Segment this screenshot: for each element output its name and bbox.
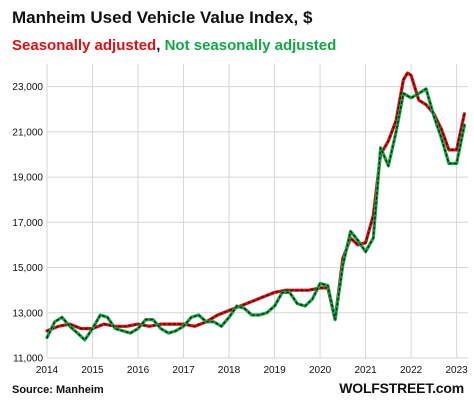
legend-separator: , xyxy=(156,37,165,54)
x-tick-label: 2020 xyxy=(309,365,332,376)
series-line-not-seasonally-adjusted xyxy=(45,87,466,342)
series-line-seasonally-adjusted xyxy=(45,71,466,333)
chart-title: Manheim Used Vehicle Value Index, $ xyxy=(12,8,313,27)
x-tick-label: 2019 xyxy=(263,365,286,376)
legend: Seasonally adjusted, Not seasonally adju… xyxy=(12,37,336,54)
x-tick-label: 2016 xyxy=(127,365,150,376)
series-lines xyxy=(45,71,466,342)
series-dots-seasonally-adjusted xyxy=(46,72,465,332)
legend-item-not-seasonally-adjusted: Not seasonally adjusted xyxy=(164,37,337,54)
x-tick-label: 2018 xyxy=(218,365,241,376)
y-tick-label: 13,000 xyxy=(12,308,43,319)
y-tick-label: 15,000 xyxy=(12,263,43,274)
series-dots-not-seasonally-adjusted xyxy=(46,87,465,341)
x-tick-label: 2021 xyxy=(354,365,377,376)
source-note: Source: Manheim xyxy=(12,384,104,396)
x-tick-label: 2015 xyxy=(81,365,104,376)
y-tick-label: 19,000 xyxy=(12,173,43,184)
y-tick-label: 17,000 xyxy=(12,218,43,229)
legend-item-seasonally-adjusted: Seasonally adjusted xyxy=(12,37,157,54)
y-axis-ticks: 11,000 13,000 15,000 17,000 19,000 21,000 23,0… xyxy=(12,82,43,364)
gridlines xyxy=(46,64,468,359)
y-tick-label: 11,000 xyxy=(13,354,43,365)
x-tick-label: 2022 xyxy=(400,365,423,376)
x-axis-ticks: 2014 2015 2016 2017 2018 2019 2020 2021 2022 2023 xyxy=(36,365,468,376)
x-tick-label: 2014 xyxy=(36,365,59,376)
x-tick-label: 2017 xyxy=(172,365,195,376)
y-tick-label: 21,000 xyxy=(12,127,43,138)
x-tick-label: 2023 xyxy=(445,365,468,376)
y-tick-label: 23,000 xyxy=(12,82,43,93)
brand-watermark: WOLFSTREET.com xyxy=(339,380,464,396)
